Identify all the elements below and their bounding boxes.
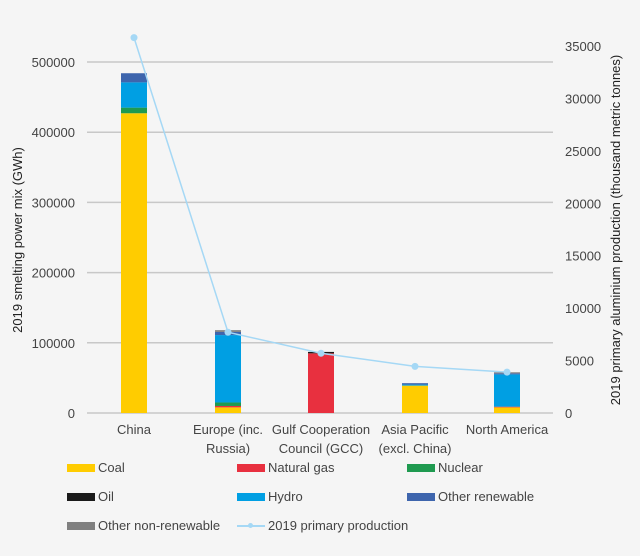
y-tick-label: 200000: [32, 266, 75, 281]
x-tick-label: China: [117, 422, 152, 437]
y-axis-label: 2019 smelting power mix (GWh): [10, 147, 25, 333]
legend-swatch: [407, 492, 435, 501]
bar-segment-hydro: [121, 82, 147, 108]
legend-swatch: [67, 463, 95, 472]
production-point: [224, 328, 232, 336]
bar-segment-other-renewable: [402, 383, 428, 385]
legend-item: Hydro: [237, 489, 303, 504]
production-line: [133, 37, 508, 373]
x-tick-label: Asia Pacific: [381, 422, 449, 437]
legend-label: Oil: [98, 489, 114, 504]
legend-label: Natural gas: [268, 460, 335, 475]
bar-segment-nuclear: [215, 402, 241, 406]
legend-label: Other renewable: [438, 489, 535, 504]
y2-tick-label: 30000: [565, 91, 601, 106]
y2-tick-label: 5000: [565, 354, 594, 369]
legend-label: 2019 primary production: [268, 518, 409, 533]
y-tick-label: 400000: [32, 125, 75, 140]
production-point: [503, 368, 511, 376]
y-tick-label: 500000: [32, 55, 75, 70]
legend-label: Coal: [98, 460, 125, 475]
bar-segment-natural-gas: [215, 405, 241, 408]
y-tick-label: 0: [68, 406, 75, 421]
x-tick-label: Gulf Cooperation: [272, 422, 370, 437]
bar-segment-nuclear: [121, 107, 147, 114]
bar-segment-coal: [402, 385, 428, 413]
legend-item: Coal: [67, 460, 125, 475]
legend-label: Nuclear: [438, 460, 483, 475]
x-tick-label: Russia): [206, 441, 250, 456]
y2-tick-label: 0: [565, 406, 572, 421]
legend-item: 2019 primary production: [237, 518, 408, 533]
bar-segment-hydro: [494, 374, 520, 407]
bar-segment-hydro: [215, 335, 241, 403]
legend-item: Other renewable: [407, 489, 534, 504]
bar-segment-coal: [215, 407, 241, 413]
legend-swatch: [67, 521, 95, 530]
y2-tick-label: 25000: [565, 144, 601, 159]
y-tick-label: 100000: [32, 336, 75, 351]
bar-segment-natural-gas: [494, 406, 520, 408]
production-point: [411, 362, 419, 370]
legend-swatch: [237, 463, 265, 472]
x-tick-label: (excl. China): [379, 441, 452, 456]
y2-tick-label: 20000: [565, 196, 601, 211]
x-tick-label: Council (GCC): [279, 441, 364, 456]
legend-item: Nuclear: [407, 460, 483, 475]
x-tick-label: Europe (inc.: [193, 422, 263, 437]
legend-item: Oil: [67, 489, 114, 504]
bar-segment-coal: [121, 113, 147, 413]
production-point: [130, 34, 138, 42]
bar-segment-other-renewable: [121, 73, 147, 83]
bar-segment-hydro: [402, 384, 428, 386]
production-point: [317, 349, 325, 357]
legend-swatch: [67, 492, 95, 501]
legend-label: Hydro: [268, 489, 303, 504]
legend-swatch: [237, 492, 265, 501]
bar-segment-coal: [494, 407, 520, 413]
legend-swatch: [237, 521, 265, 530]
y-tick-label: 300000: [32, 195, 75, 210]
y2-tick-label: 10000: [565, 301, 601, 316]
legend-label: Other non-renewable: [98, 518, 221, 533]
legend-item: Natural gas: [237, 460, 334, 475]
x-tick-label: North America: [466, 422, 549, 437]
y2-tick-label: 35000: [565, 39, 601, 54]
bar-segment-natural-gas: [308, 353, 334, 413]
legend-swatch: [407, 463, 435, 472]
y2-axis-label: 2019 primary aluminium production (thous…: [608, 55, 623, 405]
y2-tick-label: 15000: [565, 249, 601, 264]
legend-item: Other non-renewable: [67, 518, 220, 533]
